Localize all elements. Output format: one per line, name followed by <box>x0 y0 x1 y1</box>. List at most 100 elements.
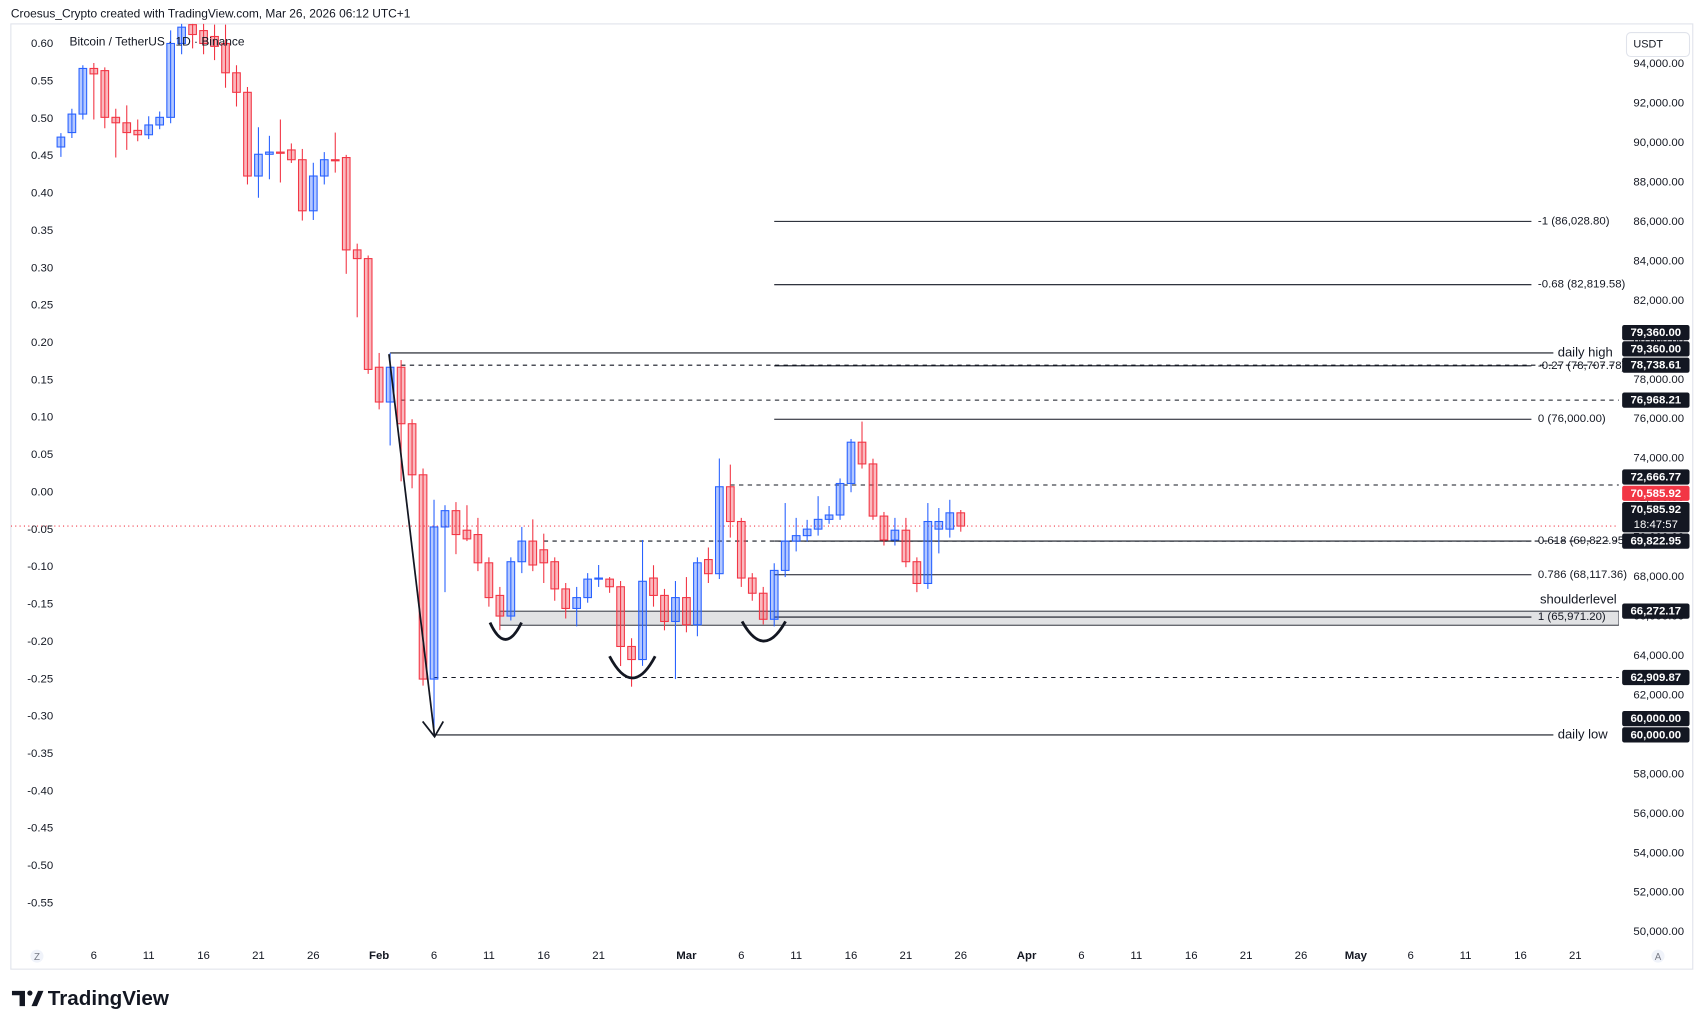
candle-body <box>616 586 625 648</box>
candle-body <box>330 159 340 162</box>
right-shoulder-arc <box>740 620 787 643</box>
candle-body <box>363 258 373 370</box>
candle-body <box>780 540 790 571</box>
candle-body <box>451 510 461 536</box>
auto-scale-button[interactable] <box>1651 949 1665 963</box>
y2-tick-label: 0.25 <box>31 300 53 312</box>
x-tick-label: Feb <box>369 950 389 962</box>
candle-body <box>67 113 77 134</box>
candle-body <box>440 510 450 528</box>
candle-body <box>155 116 165 126</box>
candle-body <box>308 175 318 212</box>
price-label: 69,822.95 <box>1630 536 1681 548</box>
candle-body <box>813 518 823 530</box>
candle-body <box>901 529 911 563</box>
logo-icon <box>11 990 44 1007</box>
price-label: 79,360.00 <box>1630 343 1681 355</box>
chart-frame <box>10 23 1694 970</box>
x-tick-label: 21 <box>252 950 265 962</box>
candle-body <box>144 124 154 136</box>
price-label-box <box>1622 669 1690 686</box>
y2-tick-label: -0.25 <box>27 673 53 685</box>
header-caption: Croesus_Crypto created with TradingView.… <box>11 6 411 20</box>
y2-tick-label: 0.00 <box>31 486 53 498</box>
currency-button[interactable] <box>1625 32 1691 58</box>
y-tick-label: 82,000.00 <box>1633 295 1684 307</box>
zone-label: shoulderlevel <box>1540 592 1617 607</box>
candle-body <box>319 159 329 177</box>
price-label-box <box>1622 392 1690 408</box>
x-tick-label: 6 <box>1078 950 1084 962</box>
currency-label[interactable]: USDT <box>1633 38 1663 50</box>
candle-body <box>122 122 132 134</box>
candle-body <box>418 474 428 680</box>
y-tick-label: 76,000.00 <box>1633 413 1684 425</box>
candle-body <box>769 569 779 620</box>
candle-body <box>539 549 549 564</box>
candle-body <box>846 441 856 485</box>
price-label-box <box>1622 357 1690 373</box>
candle-body <box>660 594 669 623</box>
y-tick-label: 64,000.00 <box>1633 650 1684 662</box>
candle-body <box>495 594 505 617</box>
candle-body <box>879 515 889 541</box>
y2-tick-label: 0.45 <box>31 150 53 162</box>
canvas: Croesus_Crypto created with TradingView.… <box>10 6 1694 1010</box>
x-tick-label: 6 <box>91 950 97 962</box>
candle-body <box>221 42 230 74</box>
price-label: 70,585.92 <box>1630 488 1681 500</box>
x-tick-label: 26 <box>307 950 320 962</box>
fib-label: -1 (86,028.80) <box>1538 215 1610 227</box>
y2-tick-label: 0.15 <box>31 374 53 386</box>
candle-body <box>671 597 680 623</box>
x-tick-label: Mar <box>676 950 697 962</box>
symbol-legend: Bitcoin / TetherUS · 1D · Binance <box>70 35 245 49</box>
candle-body <box>473 534 483 564</box>
y2-tick-label: 0.30 <box>31 262 53 274</box>
y-tick-label: 54,000.00 <box>1633 847 1684 859</box>
level-label: daily low <box>1558 726 1609 741</box>
y-tick-label: 58,000.00 <box>1633 768 1684 780</box>
zoom-label[interactable]: Z <box>34 952 40 963</box>
logo-text: TradingView <box>48 987 170 1010</box>
fib-label: -0.27 (78,707.78) <box>1538 360 1626 372</box>
candle-body <box>265 151 274 155</box>
candle-body <box>243 91 252 177</box>
fib-label: 0 (76,000.00) <box>1538 413 1606 425</box>
price-label: 72,666.77 <box>1630 472 1681 484</box>
price-label-box <box>1622 341 1690 357</box>
price-label: 70,585.92 <box>1630 504 1681 516</box>
x-tick-label: 21 <box>1240 950 1253 962</box>
candle-body <box>177 26 186 45</box>
y-tick-label: 68,000.00 <box>1633 571 1684 583</box>
candle-body <box>78 67 88 115</box>
zoom-button[interactable] <box>30 949 44 963</box>
y-tick-label: 86,000.00 <box>1633 216 1684 228</box>
x-tick-label: 11 <box>143 950 155 962</box>
candle-body <box>407 423 417 476</box>
candle-body <box>890 529 900 541</box>
x-tick-label: May <box>1345 950 1368 962</box>
candle-body <box>572 597 582 609</box>
candle-body <box>166 42 175 118</box>
candle-body <box>594 577 603 580</box>
candle-body <box>210 35 219 47</box>
y-tick-label: 84,000.00 <box>1633 255 1684 267</box>
x-tick-label: 11 <box>790 950 802 962</box>
x-tick-label: 11 <box>483 950 495 962</box>
candle-body <box>111 116 121 124</box>
y2-tick-label: -0.35 <box>27 748 53 760</box>
y-tick-label: 94,000.00 <box>1633 58 1684 70</box>
arrow-head <box>421 720 445 739</box>
x-tick-label: 26 <box>954 950 967 962</box>
auto-scale-label[interactable]: A <box>1655 952 1662 963</box>
candle-body <box>287 149 296 161</box>
candle-body <box>100 70 110 118</box>
y2-tick-label: -0.05 <box>27 524 53 536</box>
fib-label: 1 (65,971.20) <box>1538 611 1606 623</box>
price-label-box <box>1622 469 1690 485</box>
price-label-box <box>1622 485 1690 501</box>
x-tick-label: 16 <box>845 950 858 962</box>
y2-tick-label: -0.30 <box>27 711 53 723</box>
candle-body <box>725 486 735 523</box>
